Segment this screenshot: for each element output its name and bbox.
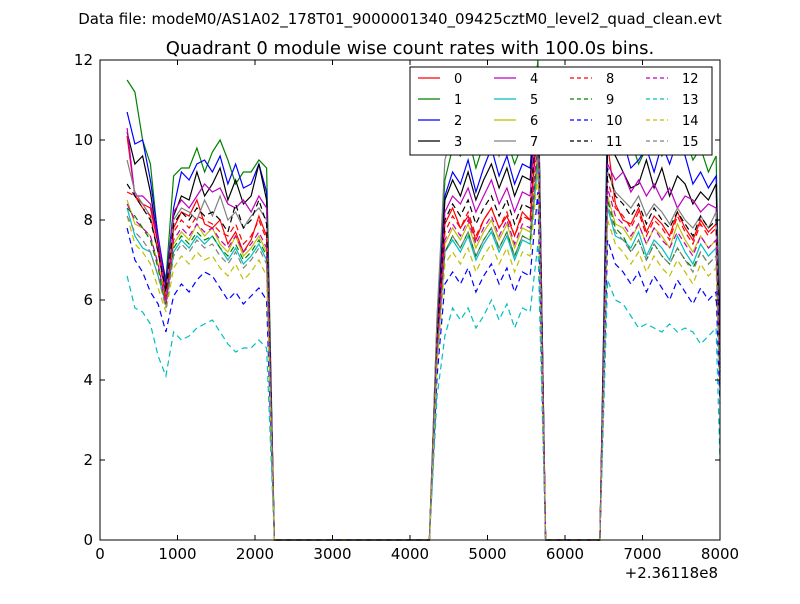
- x-tick-label: 7000: [623, 545, 661, 563]
- legend-label-4: 4: [530, 72, 538, 87]
- chart-title: Quadrant 0 module wise count rates with …: [166, 38, 655, 59]
- page-header: Data file: modeM0/AS1A02_178T01_90000013…: [78, 10, 722, 29]
- x-tick-label: 5000: [468, 545, 506, 563]
- legend-label-12: 12: [682, 72, 699, 87]
- y-tick-label: 0: [83, 531, 93, 549]
- legend-box: [409, 66, 713, 156]
- y-tick-label: 8: [83, 211, 93, 229]
- y-tick-label: 12: [74, 51, 93, 69]
- legend-label-10: 10: [606, 114, 623, 129]
- legend-label-15: 15: [682, 135, 699, 150]
- legend-label-6: 6: [530, 114, 538, 129]
- x-tick-label: 1000: [158, 545, 196, 563]
- x-tick-label: 2000: [236, 545, 274, 563]
- y-tick-label: 10: [74, 131, 93, 149]
- x-offset-label: +2.36118e8: [625, 564, 718, 582]
- legend-label-3: 3: [454, 135, 462, 150]
- y-tick-label: 2: [83, 451, 93, 469]
- legend-label-2: 2: [454, 114, 462, 129]
- x-tick-label: 6000: [546, 545, 584, 563]
- legend-label-14: 14: [682, 114, 699, 129]
- y-tick-label: 6: [83, 291, 93, 309]
- legend-label-1: 1: [454, 93, 462, 108]
- x-tick-label: 4000: [391, 545, 429, 563]
- legend-label-13: 13: [682, 93, 699, 108]
- x-tick-label: 3000: [313, 545, 351, 563]
- legend-label-5: 5: [530, 93, 538, 108]
- legend-label-8: 8: [606, 72, 614, 87]
- axis-ticks: 0 1000 2000 3000 4000 5000 6000 7000 80000246810…: [74, 51, 739, 563]
- legend-label-9: 9: [606, 93, 614, 108]
- legend-label-0: 0: [454, 72, 462, 87]
- legend-label-7: 7: [530, 135, 538, 150]
- y-tick-label: 4: [83, 371, 93, 389]
- legend-label-11: 11: [606, 135, 623, 150]
- x-tick-label: 0: [95, 545, 105, 563]
- x-tick-label: 8000: [701, 545, 739, 563]
